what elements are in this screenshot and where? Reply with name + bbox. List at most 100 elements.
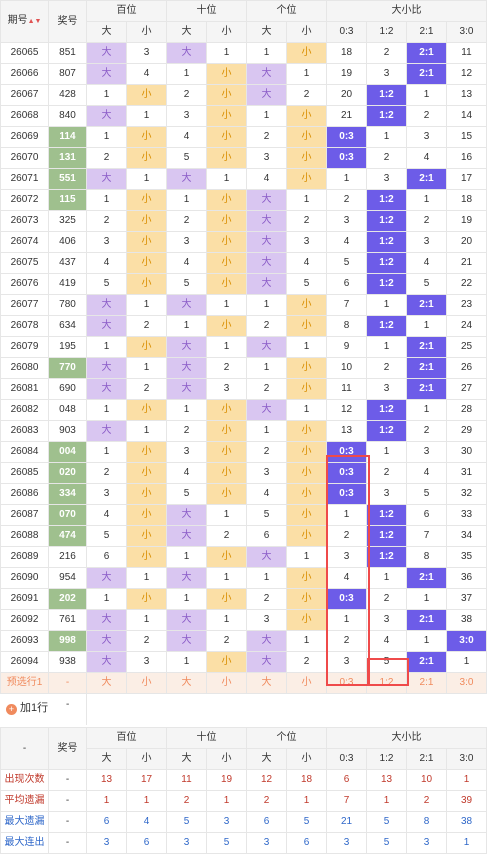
ratio-cell: 37 [446, 588, 487, 610]
ratio-cell: 2 [406, 210, 447, 232]
xiao-cell: 小 [206, 315, 247, 337]
xiao-cell: 小 [206, 210, 247, 232]
predict-cell[interactable]: 大 [166, 672, 207, 694]
table-row: 26087 070 4 小大 1 5 小 1 1:2 6 33 [0, 504, 487, 526]
xiao-cell: 1 [206, 504, 247, 526]
period-cell: 26078 [0, 315, 49, 337]
da-cell: 1 [246, 420, 287, 442]
table-row: 26089 216 6 小 1 小大 1 3 1:2 8 35 [0, 546, 487, 568]
xiao-cell: 2 [206, 630, 247, 652]
ratio-cell: 2 [326, 630, 367, 652]
xiao-cell: 2 [286, 651, 327, 673]
ratio-cell: 2 [406, 420, 447, 442]
xiao-cell: 1 [126, 105, 167, 127]
stats-row: 最大遗漏 -6 4 5 3 6 5 21 5 8 38 [0, 811, 487, 833]
predict-cell[interactable]: 0:3 [326, 672, 367, 694]
da-cell: 1 [166, 588, 207, 610]
table-row: 26075 437 4 小 4 小大 4 5 1:2 4 21 [0, 252, 487, 274]
prize-header: 奖号 [48, 0, 87, 43]
ratio-cell: 1:2 [366, 105, 407, 127]
predict-cell[interactable]: 3:0 [446, 672, 487, 694]
prize-cell: 048 [48, 399, 87, 421]
stats-value: 39 [446, 790, 487, 812]
xiao-cell: 小 [286, 105, 327, 127]
predict-cell[interactable]: 小 [286, 672, 327, 694]
predict-cell[interactable]: 大 [246, 672, 287, 694]
period-header[interactable]: 期号▲▼ [0, 0, 49, 43]
stats-value: 2 [246, 790, 287, 812]
xiao-cell: 2 [206, 357, 247, 379]
ratio-cell: 23 [446, 294, 487, 316]
predict-cell[interactable]: 2:1 [406, 672, 447, 694]
table-row: 26082 048 1 小 1 小大 1 12 1:2 1 28 [0, 399, 487, 421]
ratio-cell: 1 [366, 336, 407, 358]
xiao-cell: 1 [126, 294, 167, 316]
ratio-cell: 1:2 [366, 504, 407, 526]
ratio-cell: 3 [406, 441, 447, 463]
predict-cell[interactable]: 大 [86, 672, 127, 694]
predict-cell[interactable]: 1:2 [366, 672, 407, 694]
xiao-cell: 小 [286, 147, 327, 169]
period-cell: 26089 [0, 546, 49, 568]
ratio-cell: 1:2 [366, 252, 407, 274]
sort-icon[interactable]: ▲▼ [27, 18, 42, 25]
xiao-cell: 1 [206, 609, 247, 631]
da-cell: 4 [166, 462, 207, 484]
prize-cell: 419 [48, 273, 87, 295]
stats-value: 1 [366, 790, 407, 812]
ratio-cell: 18 [446, 189, 487, 211]
xiao-cell: 1 [286, 336, 327, 358]
table-row: 26079 195 1 小大 1 大 1 9 1 2:1 25 [0, 336, 487, 358]
ratio-cell: 0:3 [326, 462, 367, 484]
xiao-cell: 小 [126, 231, 167, 253]
period-cell: 26072 [0, 189, 49, 211]
period-cell: 26088 [0, 525, 49, 547]
stats-value: 3 [326, 832, 367, 854]
predict-cell[interactable]: 小 [126, 672, 167, 694]
footer-ratio-30: 3:0 [446, 748, 487, 770]
ratio-cell: 1 [406, 189, 447, 211]
predict-cell[interactable]: 小 [206, 672, 247, 694]
ratio-cell: 1 [326, 609, 367, 631]
da-cell: 2 [166, 210, 207, 232]
ratio-cell: 2 [326, 525, 367, 547]
footer-tens-header: 十位 [166, 727, 247, 749]
stats-row: 最大连出 -3 6 3 5 3 6 3 5 3 1 [0, 832, 487, 854]
xiao-cell: 3 [206, 378, 247, 400]
xiao-cell: 1 [126, 609, 167, 631]
da-cell: 大 [246, 546, 287, 568]
da-cell: 大 [86, 357, 127, 379]
xiao-cell: 小 [206, 84, 247, 106]
da-cell: 5 [246, 504, 287, 526]
stats-row: 平均遗漏 -1 1 2 1 2 1 7 1 2 39 [0, 790, 487, 812]
da-cell: 4 [246, 168, 287, 190]
xiao-cell: 小 [126, 189, 167, 211]
ratio-cell: 7 [406, 525, 447, 547]
da-cell: 2 [246, 441, 287, 463]
da-cell: 1 [246, 105, 287, 127]
footer-ratio-12: 1:2 [366, 748, 407, 770]
ratio-cell: 1:2 [366, 189, 407, 211]
ratio-cell: 8 [406, 546, 447, 568]
xiao-cell: 2 [286, 84, 327, 106]
ratio-cell: 2 [366, 462, 407, 484]
prize-cell: 474 [48, 525, 87, 547]
ratio-cell: 1:2 [366, 546, 407, 568]
period-cell: 26093 [0, 630, 49, 652]
hundreds-header: 百位 [86, 0, 167, 22]
ratio-cell: 4 [366, 630, 407, 652]
xiao-cell: 小 [286, 126, 327, 148]
da-cell: 大 [166, 504, 207, 526]
table-row: 26065 851 大 3 大 1 1 小 18 2 2:1 11 [0, 42, 487, 64]
units-da-header: 大 [246, 21, 287, 43]
table-row: 26085 020 2 小 4 小 3 小 0:3 2 4 31 [0, 462, 487, 484]
add-row-button[interactable]: + 加1行 [6, 699, 48, 715]
predict-row[interactable]: 预选行1 - 大 小 大 小 大 小 0:3 1:2 2:1 3:0 [0, 672, 487, 694]
ratio-cell: 15 [446, 126, 487, 148]
xiao-cell: 小 [286, 378, 327, 400]
ratio-cell: 11 [446, 42, 487, 64]
ratio-cell: 3 [366, 483, 407, 505]
ratio-cell: 3 [366, 609, 407, 631]
ratio-cell: 29 [446, 420, 487, 442]
da-cell: 大 [246, 651, 287, 673]
